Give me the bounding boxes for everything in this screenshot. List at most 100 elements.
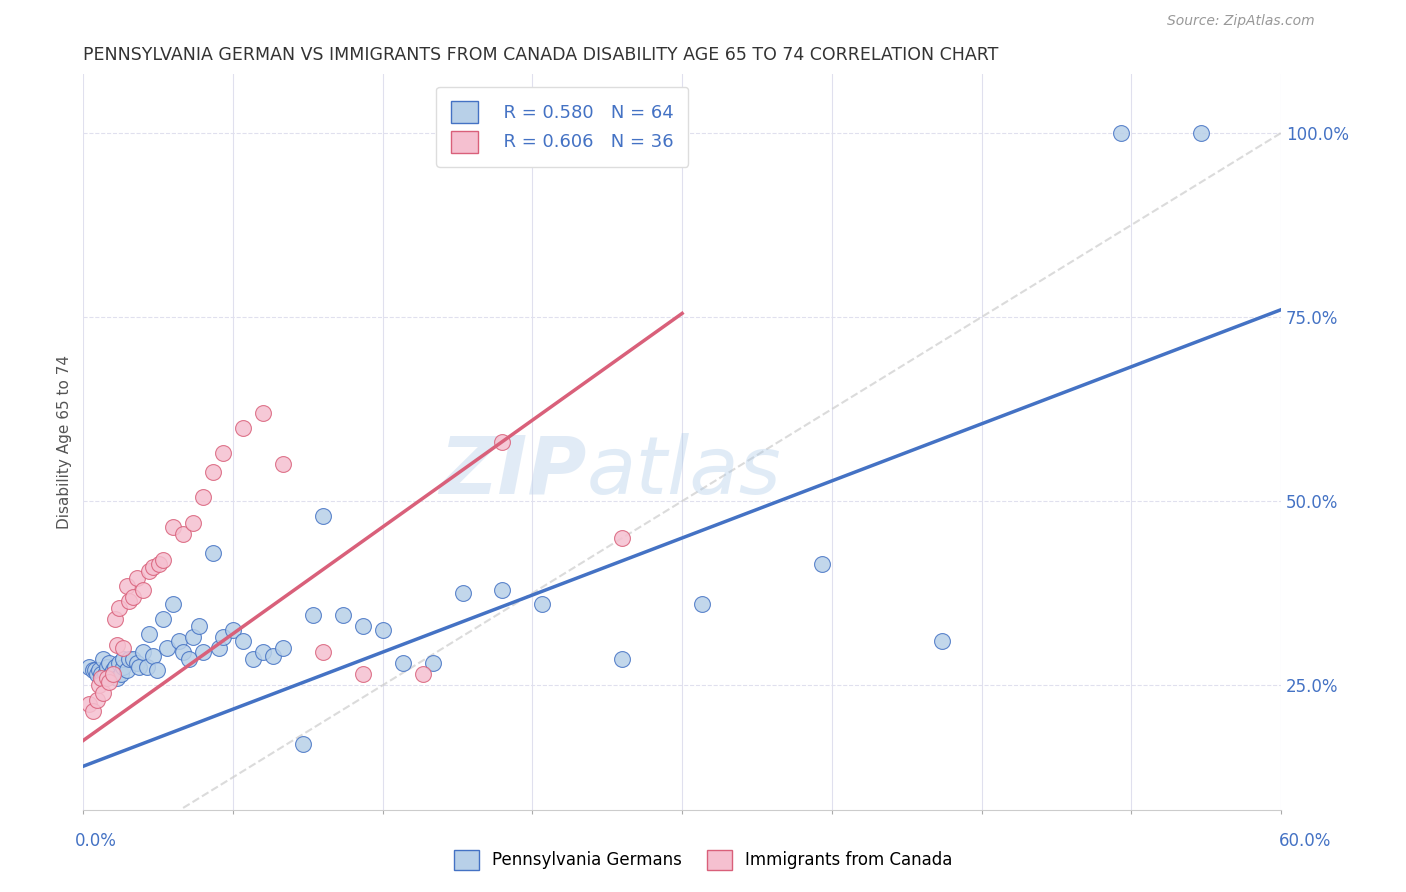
Point [104,660,127,674]
Point [167,634,190,648]
Point [242,652,264,666]
Point [89,678,111,692]
Point [152,612,174,626]
Point [138,626,160,640]
Text: 0.0%: 0.0% [75,831,117,849]
Point [531,597,554,611]
Point [252,645,274,659]
Point [138,564,160,578]
Point [112,641,135,656]
Point [96,660,118,674]
Point [82,664,104,678]
Point [91,652,114,666]
Point [146,664,169,678]
Point [1109,126,1132,140]
Point [232,420,254,434]
Point [96,671,118,685]
Point [128,660,150,674]
Point [94,667,117,681]
Point [181,516,204,531]
Point [112,652,135,666]
Point [112,660,135,674]
Point [127,656,149,670]
Point [156,641,179,656]
Point [172,645,194,659]
Point [90,667,112,681]
Text: 60.0%: 60.0% [1278,831,1331,849]
Point [451,586,474,600]
Point [77,697,100,711]
Point [491,435,513,450]
Text: PENNSYLVANIA GERMAN VS IMMIGRANTS FROM CANADA DISABILITY AGE 65 TO 74 CORRELATIO: PENNSYLVANIA GERMAN VS IMMIGRANTS FROM C… [83,46,998,64]
Point [86,667,108,681]
Point [148,557,170,571]
Point [162,520,184,534]
Point [118,593,141,607]
Point [105,671,128,685]
Point [612,652,634,666]
Point [612,531,634,545]
Point [232,634,254,648]
Point [371,623,394,637]
Y-axis label: Disability Age 65 to 74: Disability Age 65 to 74 [58,355,72,529]
Point [98,656,121,670]
Text: Source: ZipAtlas.com: Source: ZipAtlas.com [1167,14,1315,28]
Point [222,623,245,637]
Point [352,667,374,681]
Point [91,671,114,685]
Point [89,664,111,678]
Point [142,648,165,663]
Point [104,612,127,626]
Point [132,645,155,659]
Point [811,557,834,571]
Point [177,652,200,666]
Point [108,601,131,615]
Legend:   R = 0.580   N = 64,   R = 0.606   N = 36: R = 0.580 N = 64, R = 0.606 N = 36 [436,87,689,167]
Point [172,527,194,541]
Point [391,656,413,670]
Point [118,652,141,666]
Point [103,667,125,681]
Point [1189,126,1212,140]
Point [212,446,235,460]
Point [208,641,231,656]
Point [122,590,145,604]
Point [77,660,100,674]
Point [302,608,325,623]
Point [152,553,174,567]
Point [312,645,335,659]
Point [312,508,335,523]
Point [122,652,145,666]
Point [108,656,131,670]
Point [291,737,314,751]
Point [202,465,225,479]
Point [188,619,211,633]
Point [132,582,155,597]
Point [86,693,108,707]
Point [84,664,107,678]
Legend: Pennsylvania Germans, Immigrants from Canada: Pennsylvania Germans, Immigrants from Ca… [447,843,959,877]
Point [136,660,159,674]
Point [110,667,132,681]
Point [82,704,104,718]
Point [931,634,953,648]
Point [105,638,128,652]
Point [91,685,114,699]
Point [100,667,122,681]
Point [98,674,121,689]
Text: atlas: atlas [586,433,782,511]
Point [271,458,294,472]
Point [252,406,274,420]
Point [127,572,149,586]
Point [115,664,138,678]
Point [181,631,204,645]
Point [212,631,235,645]
Point [202,546,225,560]
Point [191,491,214,505]
Text: ZIP: ZIP [439,433,586,511]
Point [90,671,112,685]
Point [191,645,214,659]
Point [142,560,165,574]
Point [352,619,374,633]
Point [115,579,138,593]
